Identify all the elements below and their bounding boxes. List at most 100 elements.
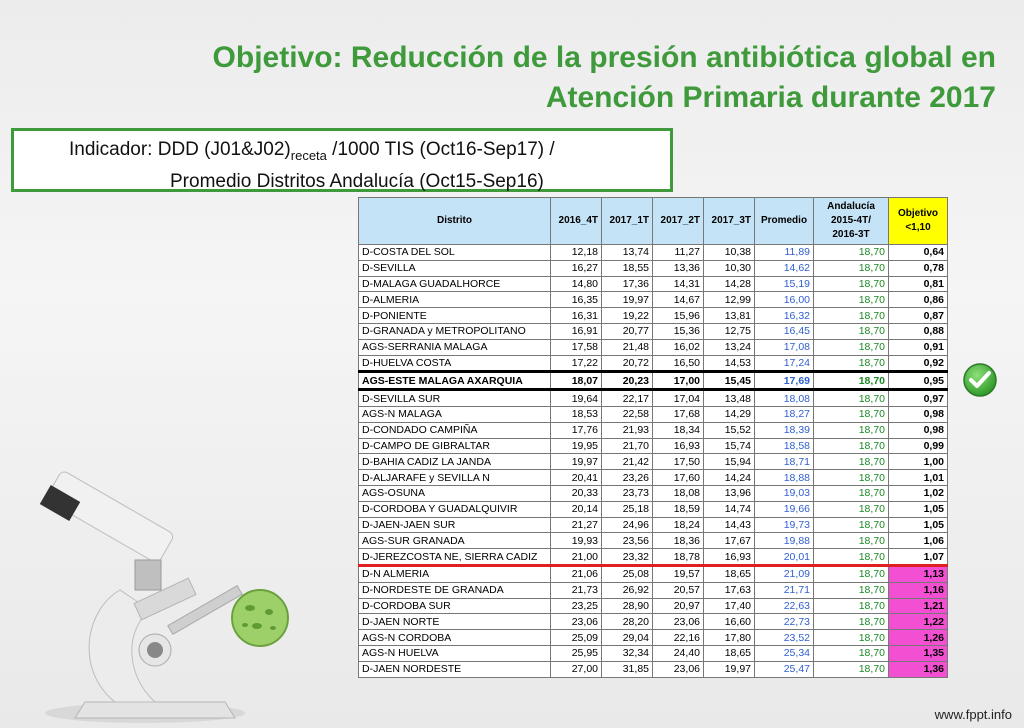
- cell-andalucia: 18,70: [813, 338, 889, 356]
- cell-2017-3t: 12,75: [703, 322, 755, 340]
- cell-promedio: 25,47: [754, 660, 814, 678]
- cell-objetivo: 1,21: [888, 597, 948, 615]
- cell-2017-2t: 17,68: [652, 405, 704, 423]
- cell-objetivo: 0,87: [888, 307, 948, 324]
- cell-andalucia: 18,70: [813, 532, 889, 550]
- cell-2017-2t: 20,57: [652, 581, 704, 599]
- cell-andalucia: 18,70: [813, 453, 889, 471]
- cell-2017-1t: 21,42: [601, 453, 653, 471]
- cell-andalucia: 18,70: [813, 597, 889, 615]
- cell-distrito: D-CONDADO CAMPIÑA: [358, 421, 551, 439]
- cell-promedio: 23,52: [754, 629, 814, 646]
- cell-2016-4t: 20,41: [550, 469, 602, 486]
- cell-objetivo: 1,26: [888, 629, 948, 646]
- cell-promedio: 15,19: [754, 275, 814, 293]
- cell-objetivo: 1,00: [888, 453, 948, 471]
- cell-andalucia: 18,70: [813, 644, 889, 662]
- cell-andalucia: 18,70: [813, 548, 889, 566]
- cell-objetivo: 1,13: [888, 563, 948, 583]
- cell-2017-1t: 18,55: [601, 259, 653, 277]
- cell-objetivo: 0,95: [888, 370, 948, 392]
- cell-promedio: 18,58: [754, 437, 814, 455]
- cell-distrito: D-NORDESTE DE GRANADA: [358, 581, 551, 599]
- cell-distrito: AGS-SERRANIA MALAGA: [358, 338, 551, 356]
- cell-2016-4t: 20,14: [550, 500, 602, 518]
- cell-2016-4t: 19,95: [550, 437, 602, 455]
- cell-2016-4t: 21,27: [550, 516, 602, 534]
- cell-2017-1t: 19,22: [601, 307, 653, 324]
- cell-2017-1t: 24,96: [601, 516, 653, 534]
- table-row: D-MALAGA GUADALHORCE 14,80 17,36 14,31 14,28…: [358, 275, 948, 293]
- cell-andalucia: 18,70: [813, 581, 889, 599]
- cell-distrito: D-PONIENTE: [358, 307, 551, 324]
- header-objetivo: Objetivo <1,10: [888, 197, 948, 245]
- cell-2017-3t: 12,99: [703, 291, 755, 309]
- table-header-row: Distrito 2016_4T 2017_1T 2017_2T 2017_3T…: [358, 197, 948, 245]
- cell-2016-4t: 16,35: [550, 291, 602, 309]
- cell-promedio: 11,89: [754, 244, 814, 261]
- indicator-box: Indicador: DDD (J01&J02)receta /1000 TIS…: [11, 128, 673, 192]
- cell-andalucia: 18,70: [813, 244, 889, 261]
- cell-objetivo: 0,86: [888, 291, 948, 309]
- cell-distrito: AGS-N MALAGA: [358, 405, 551, 423]
- cell-2017-1t: 22,17: [601, 389, 653, 407]
- cell-promedio: 16,32: [754, 307, 814, 324]
- cell-2017-3t: 14,43: [703, 516, 755, 534]
- cell-andalucia: 18,70: [813, 307, 889, 324]
- table-row: AGS-SUR GRANADA 19,93 23,56 18,36 17,67 19,88…: [358, 532, 948, 550]
- table-row: D-BAHIA CADIZ LA JANDA 19,97 21,42 17,50 15,…: [358, 453, 948, 471]
- table-row: AGS-SERRANIA MALAGA 17,58 21,48 16,02 13,24 1…: [358, 338, 948, 356]
- cell-andalucia: 18,70: [813, 259, 889, 277]
- header-distrito: Distrito: [358, 197, 551, 245]
- cell-2016-4t: 21,73: [550, 581, 602, 599]
- cell-2016-4t: 16,91: [550, 322, 602, 340]
- cell-distrito: D-CORDOBA SUR: [358, 597, 551, 615]
- cell-2017-3t: 14,74: [703, 500, 755, 518]
- cell-2017-1t: 20,23: [601, 370, 653, 392]
- table-row: AGS-N CORDOBA 25,09 29,04 22,16 17,80 23,52 18…: [358, 629, 948, 646]
- cell-2017-1t: 31,85: [601, 660, 653, 678]
- cell-promedio: 22,63: [754, 597, 814, 615]
- cell-objetivo: 1,07: [888, 548, 948, 566]
- cell-2016-4t: 21,00: [550, 548, 602, 566]
- cell-2016-4t: 25,95: [550, 644, 602, 662]
- cell-2017-3t: 14,24: [703, 469, 755, 486]
- table-row: D-SEVILLA 16,27 18,55 13,36 10,30 14,62 18,70 0…: [358, 259, 948, 277]
- table-row: D-JEREZCOSTA NE, SIERRA CADIZ 21,00 23,32 1…: [358, 548, 948, 566]
- cell-2017-1t: 23,73: [601, 484, 653, 502]
- cell-promedio: 17,69: [754, 370, 814, 392]
- cell-2016-4t: 20,33: [550, 484, 602, 502]
- cell-2017-2t: 18,78: [652, 548, 704, 566]
- cell-distrito: AGS-N HUELVA: [358, 644, 551, 662]
- cell-2016-4t: 25,09: [550, 629, 602, 646]
- cell-2017-1t: 21,70: [601, 437, 653, 455]
- cell-andalucia: 18,70: [813, 370, 889, 392]
- cell-promedio: 19,66: [754, 500, 814, 518]
- table-body: D-COSTA DEL SOL 12,18 13,74 11,27 10,38 11,89…: [358, 244, 948, 678]
- cell-promedio: 20,01: [754, 548, 814, 566]
- cell-2017-3t: 16,60: [703, 613, 755, 631]
- cell-2017-3t: 18,65: [703, 644, 755, 662]
- cell-2016-4t: 12,18: [550, 244, 602, 261]
- cell-andalucia: 18,70: [813, 500, 889, 518]
- cell-2017-1t: 20,77: [601, 322, 653, 340]
- cell-2017-2t: 15,96: [652, 307, 704, 324]
- cell-2017-1t: 22,58: [601, 405, 653, 423]
- cell-distrito: D-ALJARAFE y SEVILLA N: [358, 469, 551, 486]
- cell-promedio: 17,08: [754, 338, 814, 356]
- cell-2017-2t: 17,50: [652, 453, 704, 471]
- cell-2017-2t: 18,36: [652, 532, 704, 550]
- table-row: D-JAEN NORDESTE 27,00 31,85 23,06 19,97 25,47…: [358, 660, 948, 678]
- cell-2016-4t: 18,07: [550, 370, 602, 392]
- cell-objetivo: 1,22: [888, 613, 948, 631]
- cell-2017-2t: 23,06: [652, 613, 704, 631]
- cell-promedio: 18,27: [754, 405, 814, 423]
- cell-promedio: 18,88: [754, 469, 814, 486]
- cell-distrito: D-BAHIA CADIZ LA JANDA: [358, 453, 551, 471]
- title-line-1: Objetivo: Reducción de la presión antibi…: [212, 41, 996, 74]
- cell-promedio: 18,08: [754, 389, 814, 407]
- cell-2016-4t: 14,80: [550, 275, 602, 293]
- cell-objetivo: 0,81: [888, 275, 948, 293]
- cell-2017-2t: 23,06: [652, 660, 704, 678]
- cell-promedio: 21,71: [754, 581, 814, 599]
